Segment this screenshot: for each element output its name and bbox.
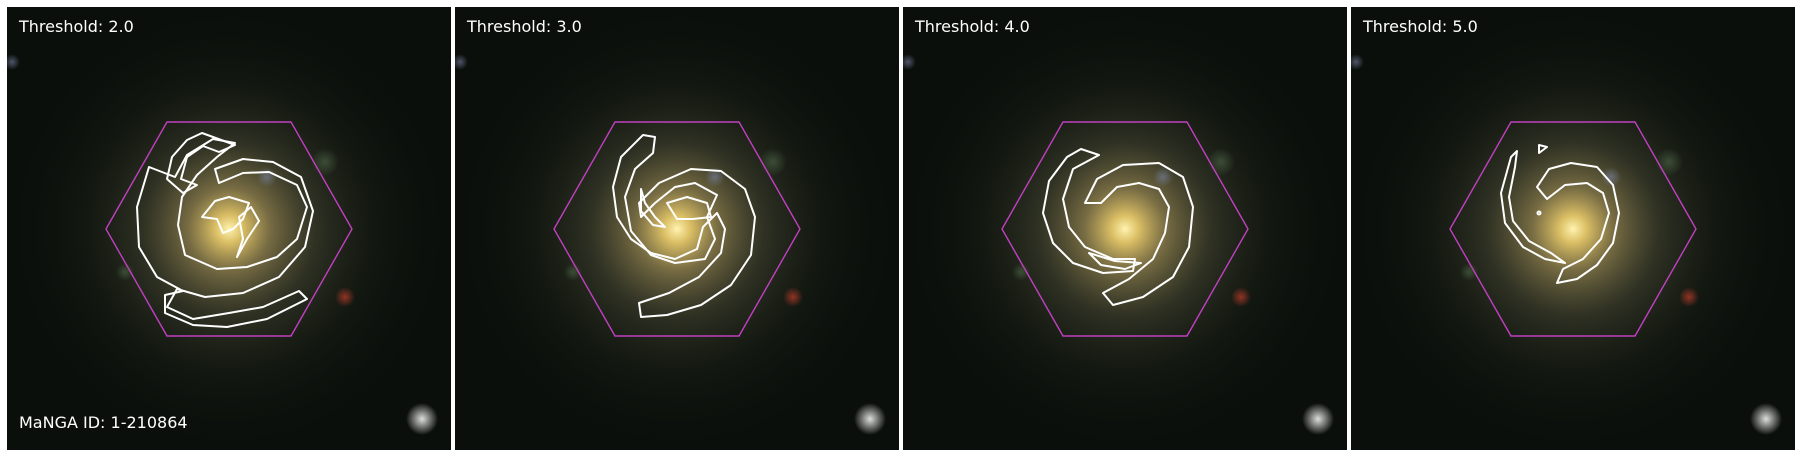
galaxy-image [7,7,451,450]
panel-threshold-5: Threshold: 5.0 [1351,7,1795,450]
galaxy-image [903,7,1347,450]
panel-threshold-3: Threshold: 3.0 [455,7,899,450]
spiral-arm-contour [1500,144,1620,284]
panel-threshold-2: Threshold: 2.0 MaNGA ID: 1-210864 [7,7,451,450]
panel-threshold-4: Threshold: 4.0 [903,7,1347,450]
manga-id-label: MaNGA ID: 1-210864 [19,413,188,432]
threshold-label: Threshold: 3.0 [467,17,582,36]
ifu-hexagon [105,121,353,337]
threshold-label: Threshold: 4.0 [915,17,1030,36]
galaxy-image [1351,7,1795,450]
spiral-arm-contour [136,132,314,328]
threshold-label: Threshold: 2.0 [19,17,134,36]
galaxy-image [455,7,899,450]
spiral-arm-contour [612,134,756,318]
ifu-hexagon [553,121,801,337]
ifu-hexagon [1001,121,1249,337]
threshold-label: Threshold: 5.0 [1363,17,1478,36]
spiral-arm-contour [1042,148,1194,306]
ifu-hexagon [1449,121,1697,337]
